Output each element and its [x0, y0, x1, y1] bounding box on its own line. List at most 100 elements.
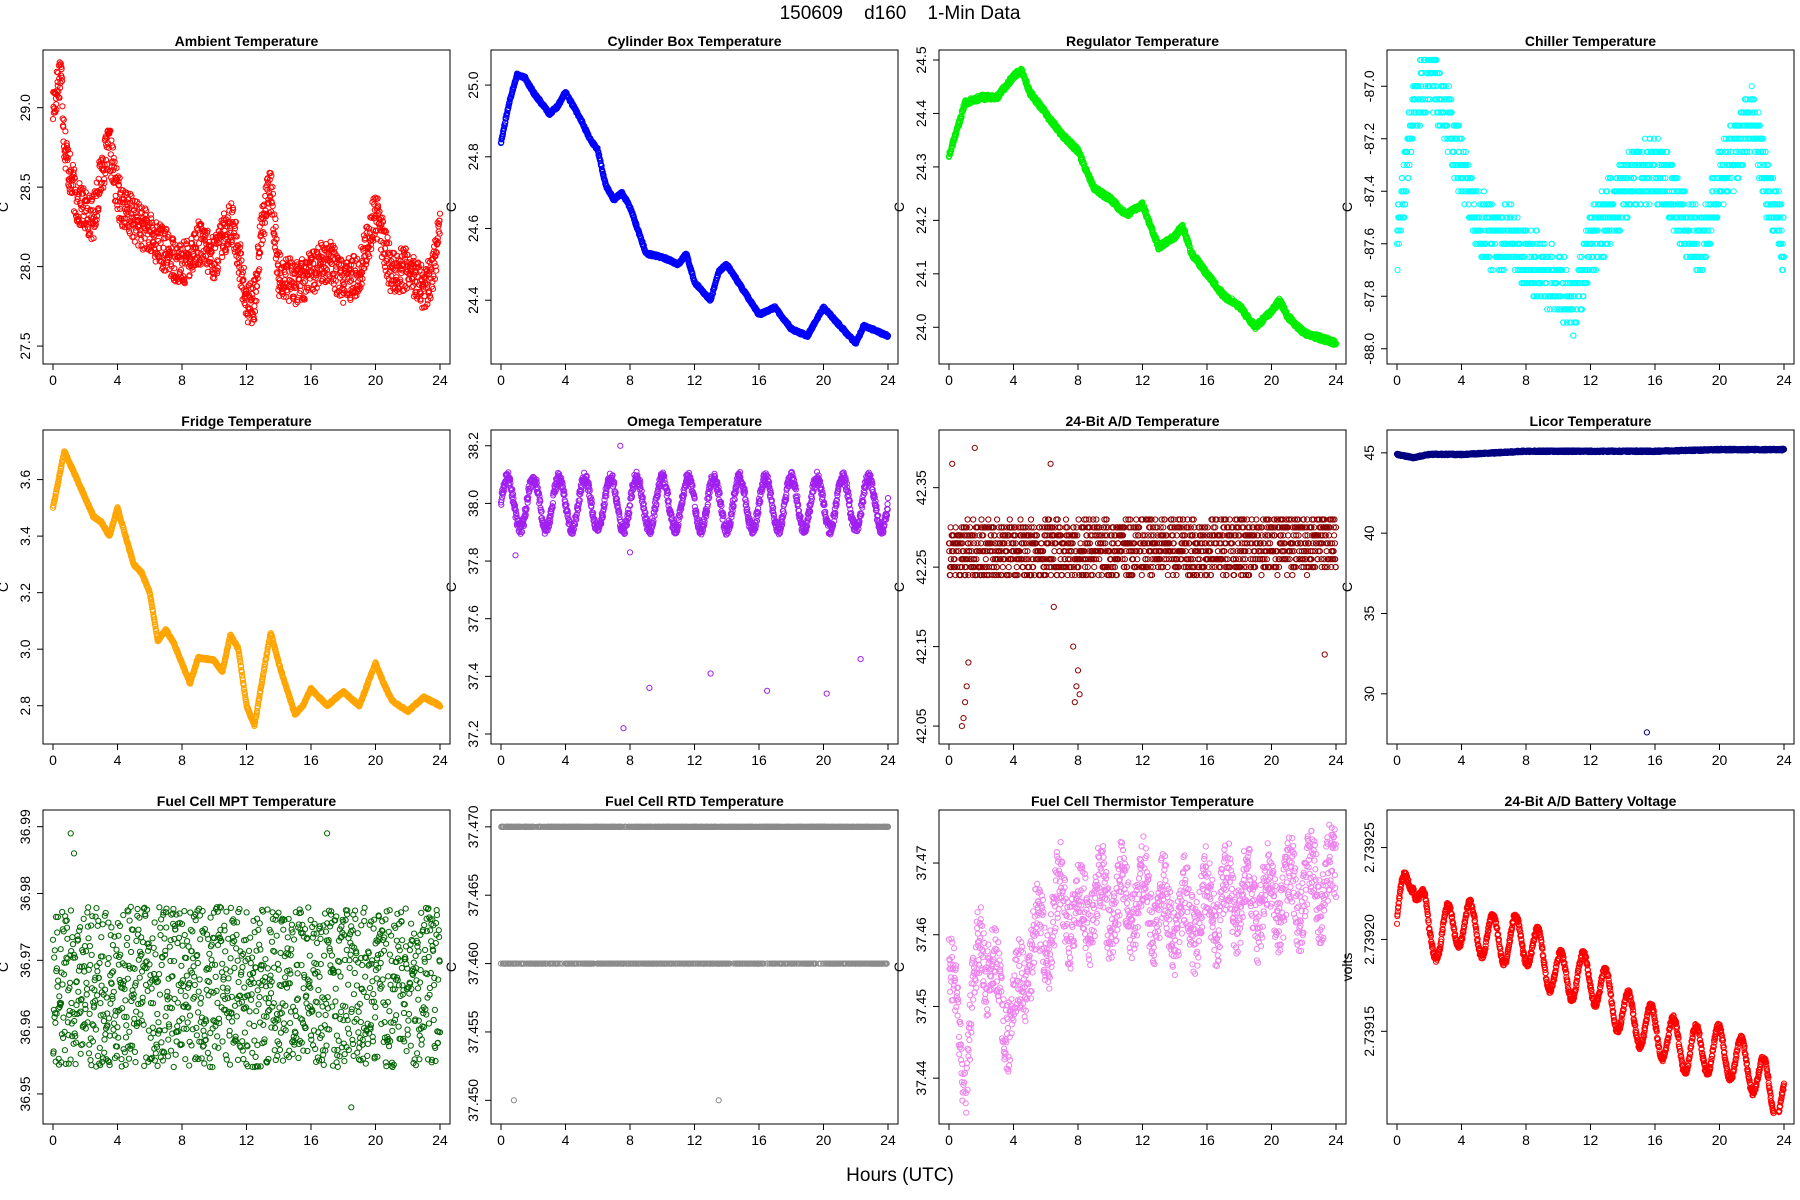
- data-point: [1408, 109, 1415, 116]
- data-point: [157, 240, 164, 247]
- data-point: [58, 65, 65, 73]
- data-point: [361, 265, 368, 272]
- x-tick-label: 8: [1074, 372, 1082, 388]
- data-point: [232, 225, 239, 232]
- data-point: [101, 176, 108, 183]
- data-point: [1445, 83, 1453, 90]
- data-point: [432, 263, 439, 270]
- data-point: [435, 221, 442, 228]
- x-tick-label: 0: [497, 372, 505, 388]
- data-point: [1504, 214, 1511, 221]
- data-point: [148, 215, 155, 222]
- data-point: [312, 272, 320, 279]
- data-point: [108, 137, 115, 144]
- data-point: [139, 246, 146, 253]
- x-tick-label: 24: [880, 372, 896, 388]
- data-point: [1486, 253, 1493, 260]
- data-point: [56, 94, 63, 101]
- data-point: [129, 197, 136, 204]
- y-axis-label: C: [443, 202, 459, 212]
- data-point: [71, 175, 78, 182]
- data-point: [1185, 240, 1193, 247]
- data-point: [237, 283, 244, 290]
- data-point: [329, 250, 336, 257]
- y-axis-label: C: [891, 202, 907, 212]
- data-point: [1487, 201, 1494, 208]
- data-point: [1487, 266, 1494, 274]
- data-point: [370, 237, 377, 244]
- data-point: [1436, 70, 1443, 77]
- data-point: [1412, 109, 1419, 116]
- data-point: [1534, 293, 1541, 300]
- data-point: [95, 207, 102, 214]
- data-point: [357, 284, 364, 291]
- data-point: [362, 261, 370, 268]
- data-point: [240, 276, 247, 283]
- data-point: [207, 255, 214, 262]
- y-tick-label: 28.0: [17, 253, 33, 280]
- data-point: [393, 262, 400, 269]
- data-point: [307, 275, 314, 282]
- data-point: [1528, 253, 1535, 260]
- data-point: [374, 195, 381, 202]
- x-tick-label: 20: [1712, 372, 1728, 388]
- data-point: [186, 272, 193, 279]
- data-point: [336, 284, 343, 291]
- data-point: [1541, 240, 1548, 247]
- data-point: [242, 287, 249, 294]
- data-point: [404, 252, 411, 259]
- data-point: [104, 167, 111, 174]
- data-point: [1521, 253, 1528, 260]
- data-point: [261, 230, 268, 238]
- data-point: [58, 63, 65, 71]
- data-point: [191, 262, 198, 269]
- data-point: [132, 209, 139, 217]
- data-point: [269, 211, 276, 218]
- data-point: [269, 203, 276, 210]
- data-point: [371, 231, 378, 238]
- data-point: [188, 256, 195, 263]
- data-point: [1489, 266, 1496, 274]
- data-point: [1406, 161, 1413, 169]
- data-points: [945, 65, 1340, 348]
- data-point: [95, 205, 102, 212]
- data-point: [107, 151, 114, 158]
- data-point: [294, 296, 301, 304]
- data-point: [1461, 201, 1468, 208]
- data-point: [266, 176, 273, 183]
- data-point: [317, 259, 324, 266]
- data-point: [300, 264, 307, 271]
- data-point: [352, 257, 359, 264]
- y-tick-label: 24.4: [913, 100, 929, 127]
- y-tick-label: 24.2: [913, 207, 929, 234]
- data-point: [256, 266, 263, 273]
- data-point: [1544, 253, 1552, 260]
- data-points: [49, 59, 444, 327]
- data-point: [136, 204, 143, 211]
- data-point: [1402, 201, 1409, 208]
- data-point: [376, 208, 383, 215]
- data-point: [1495, 214, 1502, 221]
- data-point: [215, 258, 222, 265]
- data-point: [1403, 161, 1411, 169]
- data-point: [347, 296, 354, 303]
- x-tick-label: 4: [1010, 372, 1018, 388]
- data-point: [136, 230, 143, 237]
- data-point: [70, 169, 77, 176]
- data-point: [230, 206, 237, 213]
- data-point: [250, 313, 257, 321]
- data-point: [322, 255, 330, 262]
- data-point: [96, 189, 103, 196]
- data-point: [110, 154, 117, 161]
- data-point: [1477, 201, 1484, 208]
- data-point: [1140, 202, 1148, 209]
- data-point: [433, 267, 440, 274]
- y-tick-label: -87.8: [1361, 280, 1377, 312]
- data-point: [59, 115, 66, 122]
- data-point: [67, 150, 74, 157]
- data-point: [1473, 188, 1480, 195]
- data-point: [379, 214, 386, 221]
- data-point: [164, 259, 171, 266]
